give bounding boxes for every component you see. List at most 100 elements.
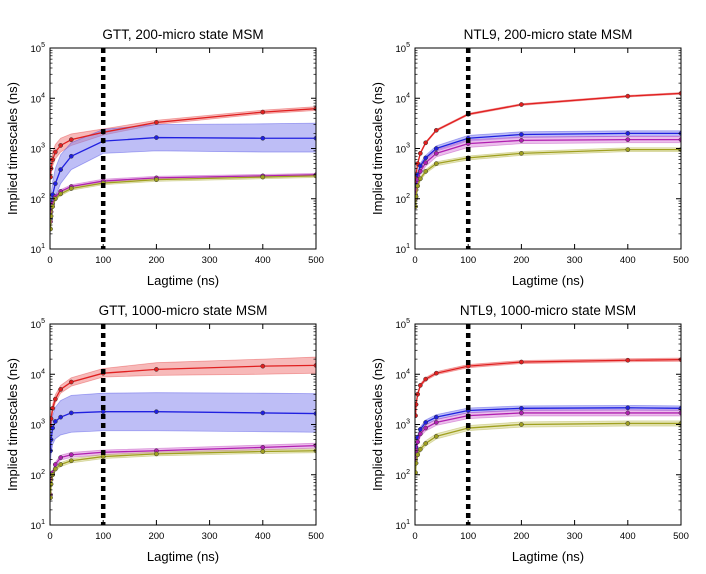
series-line-2 bbox=[50, 411, 316, 451]
y-tick-exponent: 5 bbox=[41, 318, 45, 325]
data-point bbox=[423, 140, 428, 146]
plot-area bbox=[50, 106, 316, 232]
data-point bbox=[154, 451, 159, 457]
y-tick-label: 102 bbox=[31, 469, 46, 482]
x-tick-label: 100 bbox=[460, 255, 476, 266]
panel-ntl9-1000: 101 102 103 104 105 0 100 200 300 400 500 NTL9, 100… bbox=[370, 303, 689, 564]
y-tick-exponent: 5 bbox=[406, 318, 410, 325]
data-point bbox=[433, 146, 439, 151]
data-point bbox=[625, 357, 631, 363]
data-point bbox=[625, 93, 631, 99]
data-point bbox=[52, 181, 58, 186]
x-tick-label: 0 bbox=[47, 531, 52, 542]
data-point bbox=[50, 226, 53, 232]
data-point bbox=[58, 414, 63, 420]
data-point bbox=[433, 414, 439, 420]
y-axis-label: Implied timescales (ns) bbox=[5, 358, 20, 491]
data-point bbox=[423, 425, 428, 431]
data-point bbox=[417, 431, 423, 437]
y-tick-exponent: 3 bbox=[406, 419, 410, 426]
y-tick-label: 105 bbox=[396, 318, 411, 331]
x-tick-label: 200 bbox=[513, 255, 529, 266]
data-point bbox=[678, 357, 681, 363]
data-point bbox=[519, 102, 524, 107]
data-point bbox=[260, 410, 266, 416]
x-tick-label: 200 bbox=[513, 531, 529, 542]
x-tick-label: 400 bbox=[620, 255, 636, 266]
plot-area bbox=[415, 357, 681, 476]
uncertainty-band-2 bbox=[50, 392, 316, 465]
x-tick-label: 0 bbox=[412, 255, 417, 266]
data-point bbox=[68, 410, 74, 416]
x-tick-label: 200 bbox=[148, 255, 164, 266]
y-tick-label: 103 bbox=[31, 143, 46, 156]
y-tick-exponent: 4 bbox=[406, 92, 410, 99]
data-point bbox=[678, 410, 681, 416]
x-tick-label: 500 bbox=[673, 255, 689, 266]
data-point bbox=[417, 176, 423, 182]
series-line-4 bbox=[50, 175, 316, 230]
y-tick-exponent: 1 bbox=[406, 519, 410, 526]
data-point bbox=[423, 420, 428, 425]
data-point bbox=[100, 409, 106, 415]
data-point bbox=[52, 149, 58, 155]
plot-area bbox=[415, 91, 681, 209]
series-line-3 bbox=[415, 412, 681, 460]
chart-title: GTT, 200-micro state MSM bbox=[102, 27, 263, 42]
y-tick-label: 101 bbox=[31, 519, 46, 532]
y-axis-label: Implied timescales (ns) bbox=[370, 82, 385, 215]
data-point bbox=[423, 155, 428, 161]
x-tick-label: 0 bbox=[47, 255, 52, 266]
x-tick-label: 400 bbox=[620, 531, 636, 542]
data-point bbox=[260, 174, 266, 180]
chart-title: NTL9, 1000-micro state MSM bbox=[460, 303, 636, 318]
data-point bbox=[625, 131, 631, 136]
series-line-4 bbox=[415, 422, 681, 473]
y-tick-exponent: 1 bbox=[406, 243, 410, 250]
data-point bbox=[417, 169, 423, 174]
y-tick-label: 102 bbox=[396, 469, 411, 482]
data-point bbox=[68, 458, 74, 464]
x-tick-label: 100 bbox=[95, 531, 111, 542]
data-point bbox=[678, 137, 681, 143]
x-axis-label: Lagtime (ns) bbox=[512, 549, 584, 564]
y-tick-exponent: 4 bbox=[406, 368, 410, 375]
x-tick-label: 100 bbox=[460, 531, 476, 542]
data-point bbox=[260, 445, 266, 450]
data-point bbox=[52, 419, 58, 424]
y-tick-label: 103 bbox=[31, 419, 46, 432]
uncertainty-band-1 bbox=[50, 106, 316, 180]
data-point bbox=[50, 416, 54, 422]
data-point bbox=[52, 466, 58, 472]
x-tick-label: 400 bbox=[255, 255, 271, 266]
x-tick-label: 100 bbox=[95, 255, 111, 266]
series-line-1 bbox=[415, 359, 681, 416]
data-point bbox=[50, 174, 53, 180]
data-point bbox=[519, 151, 524, 156]
data-point bbox=[52, 462, 58, 467]
x-axis-label: Lagtime (ns) bbox=[512, 273, 584, 288]
y-tick-label: 105 bbox=[31, 42, 46, 55]
data-point bbox=[417, 427, 423, 432]
x-axis-label: Lagtime (ns) bbox=[147, 549, 219, 564]
y-tick-exponent: 2 bbox=[406, 193, 410, 200]
y-tick-label: 104 bbox=[396, 92, 411, 105]
y-tick-label: 104 bbox=[31, 92, 46, 105]
data-point bbox=[433, 434, 439, 439]
y-tick-exponent: 2 bbox=[406, 469, 410, 476]
data-point bbox=[433, 420, 439, 425]
series-line-4 bbox=[415, 148, 681, 207]
data-point bbox=[625, 410, 631, 416]
data-point bbox=[50, 405, 56, 411]
y-tick-exponent: 4 bbox=[41, 368, 45, 375]
series-line-1 bbox=[50, 108, 316, 178]
data-point bbox=[417, 163, 423, 169]
data-point bbox=[417, 151, 423, 156]
data-point bbox=[58, 191, 63, 197]
data-point bbox=[433, 127, 439, 133]
y-axis-label: Implied timescales (ns) bbox=[370, 358, 385, 491]
y-tick-exponent: 4 bbox=[41, 92, 45, 99]
data-point bbox=[415, 402, 419, 407]
